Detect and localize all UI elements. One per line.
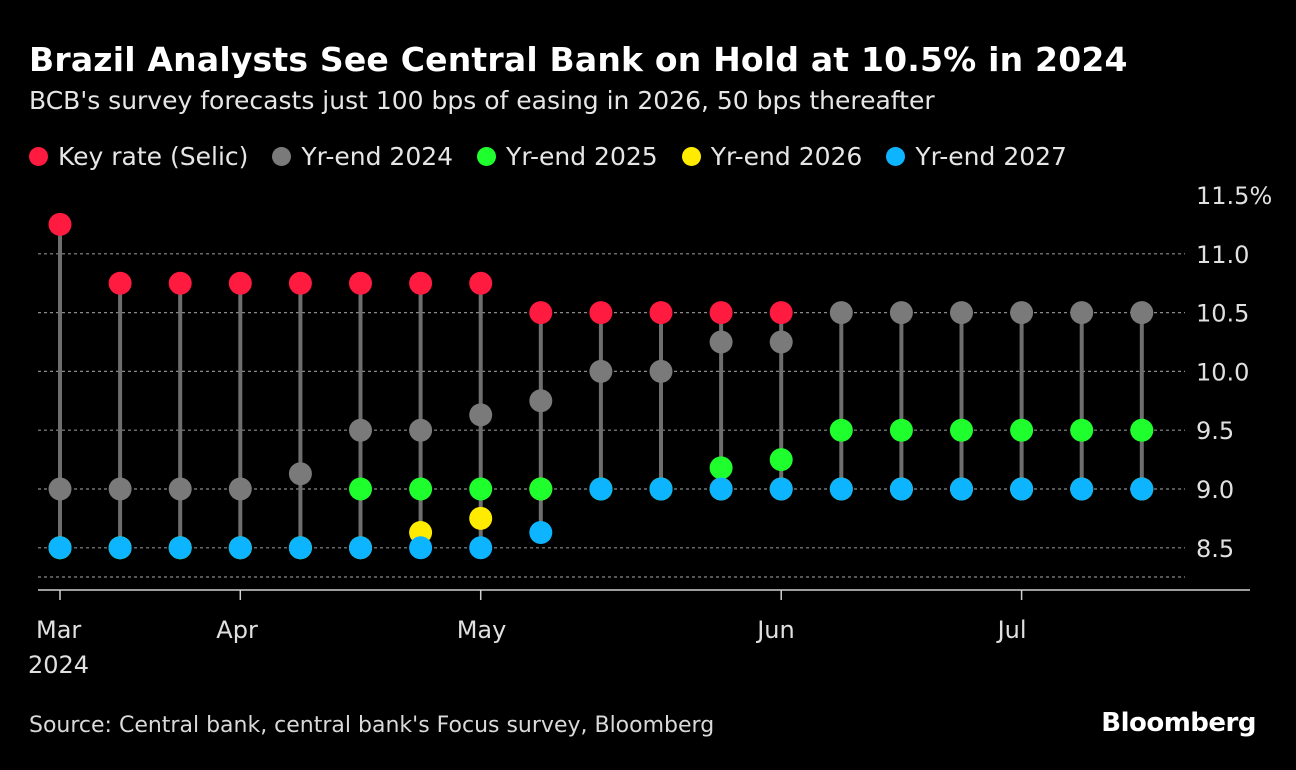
data-point — [529, 477, 553, 501]
legend-dot-icon — [272, 147, 292, 166]
data-point — [409, 271, 433, 295]
legend-label: Yr-end 2027 — [915, 142, 1067, 171]
data-point — [48, 212, 72, 236]
data-point — [1070, 418, 1094, 442]
legend-label: Yr-end 2025 — [506, 142, 658, 171]
x-tick-label: Jul — [996, 616, 1027, 644]
data-point — [108, 271, 132, 295]
legend-item: Yr-end 2026 — [681, 142, 863, 171]
data-point — [469, 536, 493, 560]
y-tick-label: 9.0 — [1196, 476, 1234, 504]
data-point — [1130, 477, 1154, 501]
y-tick-label: 11.0 — [1196, 241, 1249, 269]
data-point — [469, 506, 493, 530]
data-point — [709, 456, 733, 480]
data-point — [349, 418, 372, 442]
legend-dot-icon — [477, 147, 497, 166]
data-point — [349, 271, 372, 295]
data-point — [228, 271, 252, 295]
data-point — [829, 301, 853, 325]
chart-subtitle: BCB's survey forecasts just 100 bps of e… — [29, 86, 935, 115]
data-point — [409, 477, 433, 501]
data-point — [48, 477, 72, 501]
y-tick-label: 8.5 — [1196, 535, 1234, 563]
data-point — [1130, 301, 1154, 325]
data-point — [1010, 301, 1034, 325]
data-point — [48, 536, 72, 560]
legend-item: Yr-end 2024 — [272, 142, 453, 171]
data-point — [769, 330, 793, 354]
data-point — [1130, 418, 1154, 442]
x-tick-label: Jun — [755, 616, 795, 644]
x-tick-label: May — [457, 616, 507, 644]
data-point — [108, 536, 132, 560]
data-point — [769, 301, 793, 325]
data-point — [349, 536, 372, 560]
chart-title: Brazil Analysts See Central Bank on Hold… — [29, 40, 1128, 79]
legend-dot-icon — [886, 147, 906, 166]
data-point — [589, 301, 613, 325]
data-point — [1070, 301, 1094, 325]
data-point — [288, 462, 312, 486]
data-point — [168, 271, 192, 295]
x-tick-label: Apr — [216, 616, 258, 644]
data-point — [829, 477, 853, 501]
x-tick-sublabel: 2024 — [28, 651, 89, 679]
y-tick-label: 10.5 — [1196, 300, 1249, 328]
data-point — [469, 403, 493, 427]
legend-item: Yr-end 2027 — [886, 142, 1067, 171]
data-point — [709, 301, 733, 325]
data-point — [469, 477, 493, 501]
data-point — [469, 271, 493, 295]
bloomberg-logo: Bloomberg — [1101, 708, 1256, 738]
data-point — [288, 536, 312, 560]
source-note: Source: Central bank, central bank's Foc… — [29, 713, 715, 738]
data-point — [168, 477, 192, 501]
data-point — [950, 418, 973, 442]
data-point — [889, 477, 913, 501]
data-point — [228, 477, 252, 501]
data-point — [709, 330, 733, 354]
data-point — [1010, 418, 1034, 442]
data-point — [950, 301, 973, 325]
data-point — [649, 359, 673, 383]
data-point — [168, 536, 192, 560]
legend-dot-icon — [681, 147, 701, 166]
legend-label: Key rate (Selic) — [58, 142, 249, 171]
data-point — [529, 301, 553, 325]
y-tick-label: 9.5 — [1196, 417, 1234, 445]
data-point — [409, 418, 433, 442]
data-point — [649, 301, 673, 325]
y-tick-label: 11.5% — [1196, 182, 1272, 210]
data-point — [108, 477, 132, 501]
data-point — [228, 536, 252, 560]
legend-item: Yr-end 2025 — [477, 142, 658, 171]
data-point — [589, 359, 613, 383]
data-point — [589, 477, 613, 501]
data-point — [769, 448, 793, 472]
y-tick-label: 10.0 — [1196, 358, 1249, 386]
data-point — [288, 271, 312, 295]
data-point — [950, 477, 973, 501]
legend-label: Yr-end 2024 — [301, 142, 454, 171]
data-point — [1010, 477, 1034, 501]
legend: Key rate (Selic) Yr-end 2024 Yr-end 2025 Yr… — [29, 142, 1091, 171]
data-point — [529, 389, 553, 413]
data-point — [709, 477, 733, 501]
data-point — [829, 418, 853, 442]
legend-label: Yr-end 2026 — [710, 142, 863, 171]
x-tick-label: Mar — [36, 616, 81, 644]
data-point — [889, 301, 913, 325]
data-point — [889, 418, 913, 442]
data-point — [769, 477, 793, 501]
data-point — [1070, 477, 1094, 501]
legend-item: Key rate (Selic) — [29, 142, 248, 171]
data-point — [409, 536, 433, 560]
data-point — [529, 521, 553, 545]
data-point — [649, 477, 673, 501]
data-point — [349, 477, 372, 501]
legend-dot-icon — [29, 147, 48, 166]
